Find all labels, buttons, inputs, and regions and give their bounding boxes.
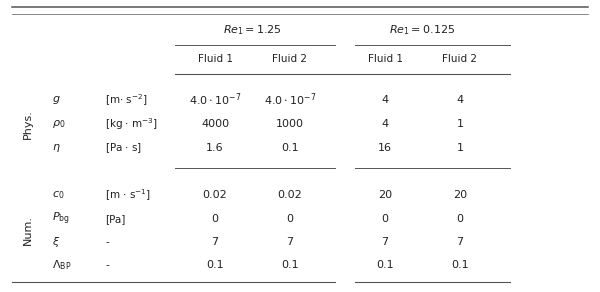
Text: 7: 7 bbox=[457, 237, 464, 247]
Text: $4.0 \cdot 10^{-7}$: $4.0 \cdot 10^{-7}$ bbox=[189, 92, 241, 108]
Text: Fluid 2: Fluid 2 bbox=[272, 54, 308, 64]
Text: 16: 16 bbox=[378, 143, 392, 153]
Text: 0: 0 bbox=[457, 214, 463, 224]
Text: Fluid 2: Fluid 2 bbox=[442, 54, 478, 64]
Text: 7: 7 bbox=[286, 237, 293, 247]
Text: 4000: 4000 bbox=[201, 119, 229, 129]
Text: 4: 4 bbox=[457, 95, 464, 105]
Text: -: - bbox=[105, 260, 109, 270]
Text: 0.1: 0.1 bbox=[281, 143, 299, 153]
Text: $\mathit{Re}_1 = 1.25$: $\mathit{Re}_1 = 1.25$ bbox=[223, 23, 282, 37]
Text: [Pa]: [Pa] bbox=[105, 214, 125, 224]
Text: 0: 0 bbox=[212, 214, 218, 224]
Text: $\rho_0$: $\rho_0$ bbox=[52, 118, 65, 130]
Text: $\xi$: $\xi$ bbox=[52, 235, 61, 249]
Text: 0.02: 0.02 bbox=[203, 190, 227, 200]
Text: 20: 20 bbox=[378, 190, 392, 200]
Text: [m $\cdot$ s$^{-1}$]: [m $\cdot$ s$^{-1}$] bbox=[105, 187, 151, 203]
Text: Num.: Num. bbox=[23, 215, 33, 245]
Text: 1000: 1000 bbox=[276, 119, 304, 129]
Text: 20: 20 bbox=[453, 190, 467, 200]
Text: $c_0$: $c_0$ bbox=[52, 189, 64, 201]
Text: 0.1: 0.1 bbox=[376, 260, 394, 270]
Text: Phys.: Phys. bbox=[23, 109, 33, 139]
Text: 0: 0 bbox=[287, 214, 293, 224]
Text: 1.6: 1.6 bbox=[206, 143, 224, 153]
Text: 4: 4 bbox=[382, 95, 389, 105]
Text: [m$\cdot$ s$^{-2}$]: [m$\cdot$ s$^{-2}$] bbox=[105, 92, 148, 108]
Text: $4.0 \cdot 10^{-7}$: $4.0 \cdot 10^{-7}$ bbox=[264, 92, 316, 108]
Text: [Pa $\cdot$ s]: [Pa $\cdot$ s] bbox=[105, 141, 142, 155]
Text: $P_{\rm bg}$: $P_{\rm bg}$ bbox=[52, 211, 70, 227]
Text: Fluid 1: Fluid 1 bbox=[197, 54, 233, 64]
Text: $\Lambda_{\rm BP}$: $\Lambda_{\rm BP}$ bbox=[52, 258, 71, 272]
Text: 0.1: 0.1 bbox=[206, 260, 224, 270]
Text: -: - bbox=[105, 237, 109, 247]
Text: $g$: $g$ bbox=[52, 94, 61, 106]
Text: 4: 4 bbox=[382, 119, 389, 129]
Text: 0.1: 0.1 bbox=[451, 260, 469, 270]
Text: 0.02: 0.02 bbox=[278, 190, 302, 200]
Text: Fluid 1: Fluid 1 bbox=[367, 54, 403, 64]
Text: [kg $\cdot$ m$^{-3}$]: [kg $\cdot$ m$^{-3}$] bbox=[105, 116, 158, 132]
Text: $\eta$: $\eta$ bbox=[52, 142, 61, 154]
Text: 0.1: 0.1 bbox=[281, 260, 299, 270]
Text: 1: 1 bbox=[457, 119, 463, 129]
Text: 0: 0 bbox=[382, 214, 389, 224]
Text: $\mathit{Re}_1 = 0.125$: $\mathit{Re}_1 = 0.125$ bbox=[389, 23, 455, 37]
Text: 7: 7 bbox=[211, 237, 218, 247]
Text: 1: 1 bbox=[457, 143, 463, 153]
Text: 7: 7 bbox=[382, 237, 389, 247]
